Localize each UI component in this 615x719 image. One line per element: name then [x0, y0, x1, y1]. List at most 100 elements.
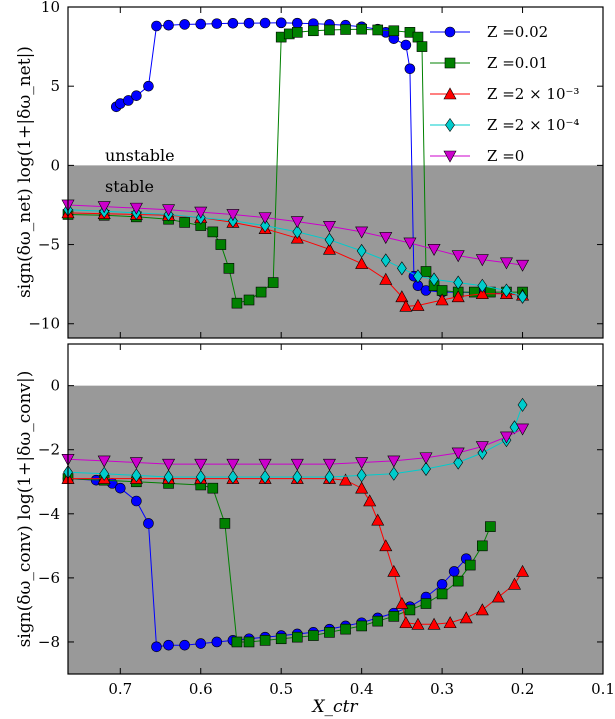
- top-series-4-point-12: [427, 244, 441, 256]
- bottom-series-1-point-19: [420, 598, 432, 609]
- top-ytick-label-3: −5: [38, 236, 60, 254]
- legend-marker-1: [444, 57, 456, 69]
- bottom-series-3-point-7: [292, 469, 303, 484]
- bottom-series-1-point-22: [464, 559, 476, 571]
- bottom-series-3-point-3: [163, 469, 174, 484]
- x-tick-label-0: 0.7: [108, 680, 132, 698]
- top-series-1-point-4: [179, 217, 190, 228]
- bottom-series-2-point-9: [339, 473, 353, 486]
- bottom-series-1-point-6: [219, 518, 231, 529]
- top-series-4-point-16: [516, 259, 530, 272]
- top-series-1-point-10: [243, 294, 255, 306]
- legend-label-4: Z =0: [487, 147, 524, 165]
- top-series-3-point-8: [324, 232, 335, 247]
- bottom-series-4-point-8: [322, 458, 336, 471]
- bottom-series-4-point-6: [258, 458, 272, 471]
- top-series-2-point-14: [435, 293, 449, 306]
- bottom-series-0-point-5: [143, 518, 154, 529]
- bottom-series-4-point-7: [290, 458, 304, 471]
- top-series-2-point-13: [411, 298, 425, 311]
- bottom-series-2-point-12: [371, 513, 385, 526]
- bottom-series-3-point-6: [260, 469, 270, 484]
- bottom-series-0-point-4: [131, 495, 142, 507]
- bottom-series-4-point-1: [97, 455, 111, 468]
- top-series-3-point-10: [380, 253, 391, 268]
- bottom-ytick-label-2: −4: [38, 505, 60, 523]
- top-y-ticks: 10 5 0 −5 −10: [28, 0, 603, 333]
- top-series-4-point-11: [403, 237, 417, 250]
- top-series-2-point-15: [451, 290, 465, 303]
- top-ytick-label-2: 0: [50, 156, 60, 174]
- bottom-series-2-point-11: [363, 494, 377, 507]
- bottom-series-0-point-10: [211, 636, 223, 648]
- top-series-1-point-11: [255, 286, 267, 298]
- bottom-series-2-point-17: [411, 617, 425, 630]
- bottom-series-2-point-18: [427, 617, 441, 630]
- bottom-ytick-label-3: −6: [38, 569, 60, 587]
- bottom-series-2-point-16: [399, 616, 413, 629]
- top-series-4-point-4: [194, 206, 208, 219]
- bottom-y-axis-label: sign(δω_conv) log(1+|δω_conv|): [15, 371, 35, 648]
- top-series-0-point-2: [123, 95, 134, 106]
- top-series-3-point-6: [260, 218, 270, 233]
- bottom-series-1-point-10: [275, 633, 287, 645]
- top-series-1-point-17: [324, 24, 335, 36]
- x-axis-label: X_ctr: [310, 697, 358, 717]
- bottom-series-3-point-1: [99, 466, 110, 481]
- top-series-0-point-10: [227, 18, 239, 29]
- top-series-3-point-16: [501, 283, 512, 298]
- legend-label-2: Z =2 × 10⁻³: [487, 85, 579, 103]
- top-series-2-point-9: [355, 256, 369, 269]
- top-series-0-point-9: [211, 18, 223, 29]
- x-tick-label-2: 0.5: [269, 680, 293, 698]
- top-panel: unstable stable 10 5 0 −5 −10 Z =0.02 Z =0.01…: [28, 0, 604, 339]
- top-series-1-point-20: [372, 24, 384, 36]
- top-ytick-label-4: −10: [28, 315, 60, 333]
- bottom-series-4-point-10: [387, 455, 401, 468]
- top-series-0-point-4: [143, 80, 154, 92]
- bottom-series-1-point-15: [356, 620, 367, 632]
- bottom-series-0-point-9: [195, 638, 207, 649]
- top-series-3-point-13: [429, 272, 439, 287]
- bottom-series-2-point-20: [459, 611, 473, 624]
- top-series-2-point-8: [322, 242, 336, 255]
- bottom-ytick-label-1: −2: [38, 441, 60, 459]
- legend-label-1: Z =0.01: [487, 54, 548, 72]
- legend-marker-0: [444, 26, 456, 38]
- bottom-series-1-point-5: [207, 482, 219, 494]
- top-series-2-point-11: [395, 290, 409, 303]
- legend-marker-3: [445, 117, 455, 133]
- bottom-series-3-point-12: [453, 455, 464, 470]
- bottom-series-3-point-11: [421, 461, 431, 476]
- bottom-y-ticks: 0 −2 −4 −6 −8: [38, 377, 603, 651]
- top-series-3-point-9: [356, 243, 367, 258]
- top-y-axis-label: sign(δω_net) log(1+|δω_net|): [15, 46, 35, 298]
- bottom-series-4-point-13: [475, 441, 489, 454]
- top-series-4: [61, 199, 530, 272]
- top-series-3-point-15: [477, 278, 488, 293]
- bottom-series-1-point-13: [324, 627, 335, 638]
- bottom-series-1-point-17: [388, 611, 400, 622]
- top-series-4-point-6: [258, 212, 272, 225]
- bottom-series-2-point-19: [443, 616, 457, 629]
- bottom-series-2-point-21: [475, 603, 489, 616]
- bottom-series-0-point-3: [114, 482, 126, 494]
- top-series-0-point-14: [291, 17, 303, 29]
- top-series-0-point-23: [404, 63, 416, 75]
- bottom-series-4-point-14: [499, 431, 513, 444]
- top-series-4-point-9: [355, 226, 369, 239]
- top-series-4-point-2: [129, 202, 143, 215]
- bottom-panel: 0 −2 −4 −6 −8 0.7 0.6 0.5 0.4 0.3 0.2 0.1: [38, 343, 615, 698]
- top-series-0-point-7: [179, 19, 190, 30]
- bottom-series-2-point-23: [507, 577, 522, 590]
- bottom-series-2-point-14: [387, 564, 401, 577]
- bottom-series-4-point-4: [194, 458, 208, 471]
- bottom-series-1-point-20: [436, 588, 448, 600]
- top-series-0-point-5: [151, 20, 162, 32]
- top-series-2-point-12: [399, 299, 413, 312]
- top-series-0-point-22: [400, 39, 412, 51]
- legend-marker-4: [443, 150, 457, 163]
- legend-marker-2: [443, 87, 457, 100]
- bottom-series-1-point-7: [231, 636, 243, 648]
